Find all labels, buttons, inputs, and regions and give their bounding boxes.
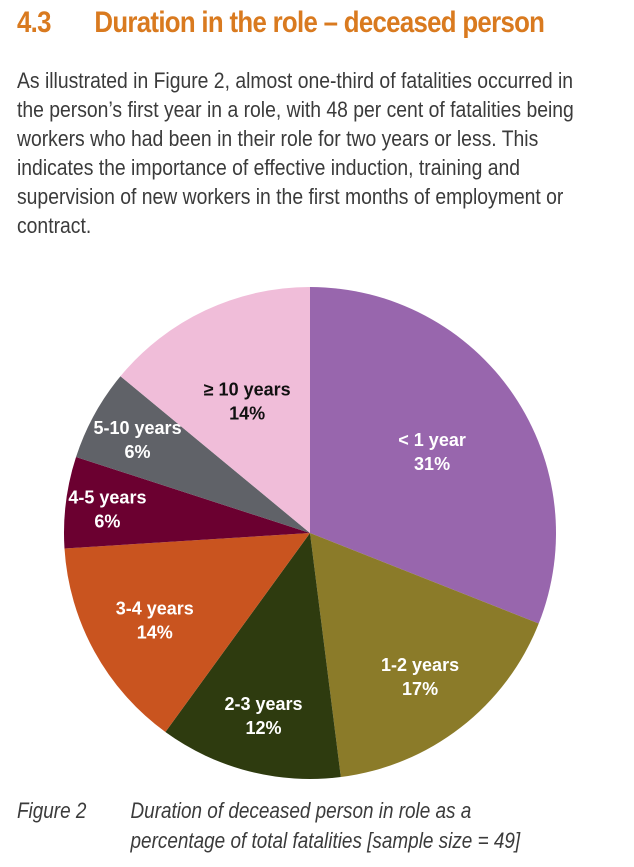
section-title: Duration in the role – deceased person [94, 6, 545, 39]
slice-category-label: 3-4 years [116, 598, 194, 618]
figure-label: Figure 2 [17, 798, 87, 823]
body-paragraph: As illustrated in Figure 2, almost one-t… [17, 68, 574, 238]
pie-slice [120, 287, 311, 533]
caption-text: Duration of deceased person in role as a… [131, 796, 521, 856]
pie-slice [310, 287, 556, 624]
slice-category-label: 1-2 years [381, 655, 459, 675]
pie-slice [76, 376, 310, 533]
slice-value-label: 14% [137, 622, 173, 642]
slice-category-label: ≥ 10 years [204, 379, 291, 399]
slice-value-label: 17% [402, 679, 438, 699]
slice-value-label: 6% [94, 511, 120, 531]
slice-value-label: 31% [414, 454, 450, 474]
slice-category-label: < 1 year [398, 430, 466, 450]
slice-category-label: 2-3 years [224, 694, 302, 714]
slice-category-label: 5-10 years [94, 418, 182, 438]
caption-line-1: Duration of deceased person in role as a [130, 798, 472, 823]
pie-slice [165, 533, 341, 779]
pie-slice [310, 533, 539, 778]
caption-line-2: percentage of total fatalities [sample s… [130, 828, 521, 853]
pie-slice [64, 533, 310, 733]
slice-category-label: 4-5 years [68, 487, 146, 507]
slice-value-label: 12% [245, 718, 281, 738]
section-heading: 4.3 Duration in the role – deceased perso… [17, 6, 545, 40]
slice-value-label: 6% [125, 442, 151, 462]
pie-slice [64, 456, 311, 549]
pie-chart: < 1 year 31% 1-2 years 17% 2-3 years 12% 3-4 y… [64, 287, 556, 779]
section-number: 4.3 [17, 6, 51, 39]
slice-value-label: 14% [229, 403, 265, 423]
